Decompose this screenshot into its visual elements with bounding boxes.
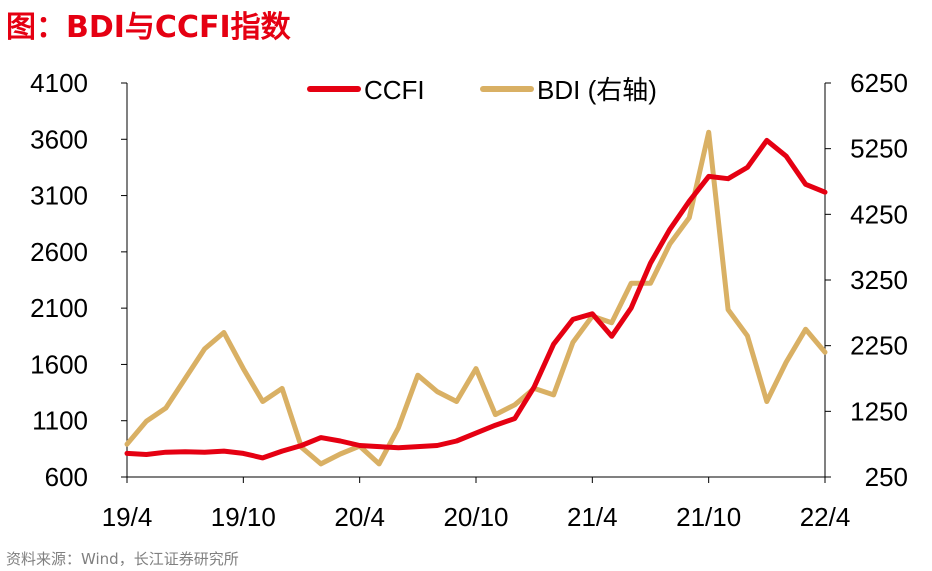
x-tick-label: 21/4 — [567, 502, 618, 532]
legend: CCFI BDI (右轴) — [307, 75, 657, 105]
chart-title: 图：BDI与CCFI指数 — [6, 10, 291, 45]
left-tick-label: 3600 — [30, 124, 88, 154]
legend-label-bdi: BDI (右轴) — [537, 75, 657, 105]
left-tick-label: 2100 — [30, 293, 88, 323]
right-tick-label: 3250 — [850, 265, 908, 295]
x-tick-label: 22/4 — [800, 502, 851, 532]
x-tick-label: 21/10 — [676, 502, 741, 532]
right-tick-label: 4250 — [850, 199, 908, 229]
right-tick-label: 250 — [865, 462, 908, 492]
series-line-ccfi — [124, 137, 828, 461]
x-tick-label: 19/10 — [211, 502, 276, 532]
right-tick-label: 6250 — [850, 68, 908, 98]
left-tick-label: 600 — [45, 462, 88, 492]
series-layer — [124, 129, 828, 467]
source-note: 资料来源：Wind，长江证券研究所 — [6, 550, 239, 568]
x-tick-label: 20/4 — [334, 502, 385, 532]
right-tick-label: 5250 — [850, 134, 908, 164]
right-tick-label: 1250 — [850, 396, 908, 426]
left-tick-label: 3100 — [30, 181, 88, 211]
axes: 600 1100 1600 2100 2600 3100 3600 4100 250 1250 22… — [30, 68, 908, 532]
left-tick-label: 4100 — [30, 68, 88, 98]
right-tick-label: 2250 — [850, 331, 908, 361]
legend-label-ccfi: CCFI — [364, 75, 425, 105]
left-tick-label: 1100 — [32, 406, 88, 436]
left-tick-label: 2600 — [30, 237, 88, 267]
x-tick-label: 20/10 — [443, 502, 508, 532]
left-tick-label: 1600 — [30, 349, 88, 379]
x-tick-label: 19/4 — [102, 502, 153, 532]
series-line-bdi — [124, 129, 828, 467]
